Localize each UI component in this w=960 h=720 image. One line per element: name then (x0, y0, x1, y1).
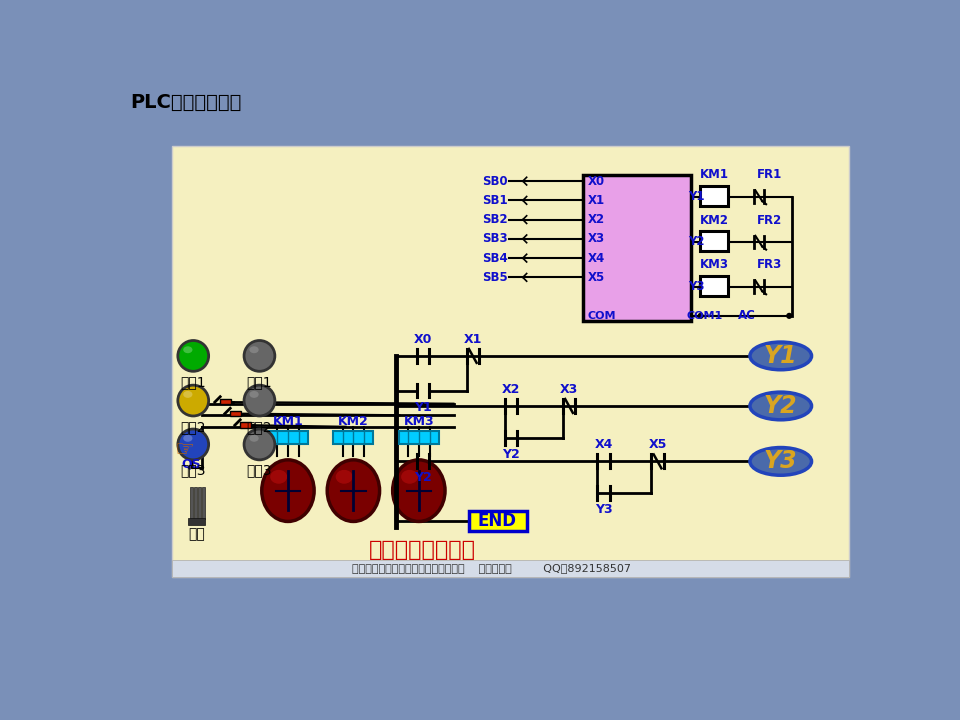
Ellipse shape (250, 391, 258, 398)
Bar (202, 487, 204, 519)
Text: X4: X4 (594, 438, 612, 451)
Ellipse shape (250, 346, 258, 354)
Text: X1: X1 (588, 194, 606, 207)
Text: X0: X0 (414, 333, 432, 346)
Circle shape (244, 429, 275, 460)
Text: COM: COM (588, 311, 616, 321)
Text: PLC梯形图的编制: PLC梯形图的编制 (131, 93, 242, 112)
Text: 启动2: 启动2 (180, 420, 206, 434)
Text: X3: X3 (560, 383, 578, 396)
Ellipse shape (183, 391, 192, 398)
Text: Y3: Y3 (764, 449, 798, 473)
Text: SB2: SB2 (482, 213, 508, 226)
Circle shape (178, 429, 208, 460)
Circle shape (244, 385, 275, 416)
Circle shape (178, 341, 208, 372)
Bar (194, 487, 197, 519)
Text: 电动机的顺序控制: 电动机的顺序控制 (370, 540, 476, 560)
Text: KM3: KM3 (403, 415, 434, 428)
Ellipse shape (750, 342, 811, 370)
Bar (220, 399, 231, 405)
Bar (583, 175, 690, 321)
Text: KM1: KM1 (273, 415, 303, 428)
Text: X5: X5 (588, 271, 606, 284)
Ellipse shape (183, 435, 192, 442)
Text: 停止1: 停止1 (247, 375, 273, 389)
Text: KM2: KM2 (338, 415, 369, 428)
Text: Y3: Y3 (595, 503, 612, 516)
Text: SB5: SB5 (482, 271, 508, 284)
Text: 启动1: 启动1 (180, 375, 206, 389)
Text: COM1: COM1 (686, 311, 723, 321)
Text: Y1: Y1 (688, 190, 705, 203)
Text: END: END (478, 513, 516, 531)
Text: 启动3: 启动3 (180, 464, 206, 477)
Bar (230, 410, 241, 416)
Bar (198, 487, 201, 519)
Text: SB4: SB4 (482, 251, 508, 265)
Ellipse shape (271, 470, 287, 484)
Bar (700, 276, 728, 296)
Text: X2: X2 (502, 383, 520, 396)
Bar (700, 186, 728, 206)
Text: X4: X4 (588, 251, 606, 265)
Ellipse shape (250, 435, 258, 442)
Ellipse shape (262, 460, 314, 521)
Bar (398, 431, 439, 444)
Text: QS: QS (180, 457, 201, 470)
Text: Y2: Y2 (414, 472, 432, 485)
Text: Y1: Y1 (764, 344, 798, 368)
Ellipse shape (401, 470, 419, 484)
Bar (190, 487, 193, 519)
Text: Y2: Y2 (502, 449, 520, 462)
Circle shape (698, 312, 704, 319)
Text: Y3: Y3 (688, 280, 705, 293)
Text: SB0: SB0 (482, 175, 508, 188)
Text: 电源: 电源 (188, 528, 204, 541)
Circle shape (178, 385, 208, 416)
Bar (700, 231, 728, 251)
Text: KM3: KM3 (700, 258, 729, 271)
Text: FR3: FR3 (756, 258, 781, 271)
Text: X3: X3 (588, 233, 606, 246)
Bar (468, 511, 527, 531)
Text: KM1: KM1 (700, 168, 729, 181)
Text: 停止3: 停止3 (247, 464, 273, 477)
Text: X0: X0 (588, 175, 606, 188)
Bar (240, 422, 251, 428)
Text: Y2: Y2 (688, 235, 705, 248)
Bar (268, 431, 308, 444)
Text: KM2: KM2 (700, 214, 729, 227)
Bar (188, 518, 204, 526)
Text: 停止2: 停止2 (247, 420, 273, 434)
Circle shape (244, 341, 275, 372)
Ellipse shape (750, 392, 811, 420)
Ellipse shape (750, 448, 811, 475)
Text: ☞: ☞ (174, 440, 194, 460)
Ellipse shape (183, 346, 192, 354)
Text: AC: AC (738, 310, 756, 323)
Text: SB1: SB1 (482, 194, 508, 207)
Text: X2: X2 (588, 213, 606, 226)
Ellipse shape (336, 470, 352, 484)
Circle shape (786, 312, 792, 319)
Ellipse shape (393, 460, 445, 521)
Bar (333, 431, 373, 444)
Text: Y2: Y2 (764, 394, 798, 418)
Text: FR1: FR1 (756, 168, 781, 181)
Text: X5: X5 (648, 438, 667, 451)
Text: X1: X1 (464, 333, 482, 346)
Bar (173, 145, 849, 577)
Text: Y1: Y1 (414, 400, 432, 413)
Ellipse shape (327, 460, 379, 521)
Text: FR2: FR2 (756, 214, 781, 227)
Bar (173, 560, 849, 577)
Text: SB3: SB3 (482, 233, 508, 246)
Text: 成都经济技术开发区第一职业技术学校    电子专业部         QQ：892158507: 成都经济技术开发区第一职业技术学校 电子专业部 QQ：892158507 (352, 564, 632, 573)
